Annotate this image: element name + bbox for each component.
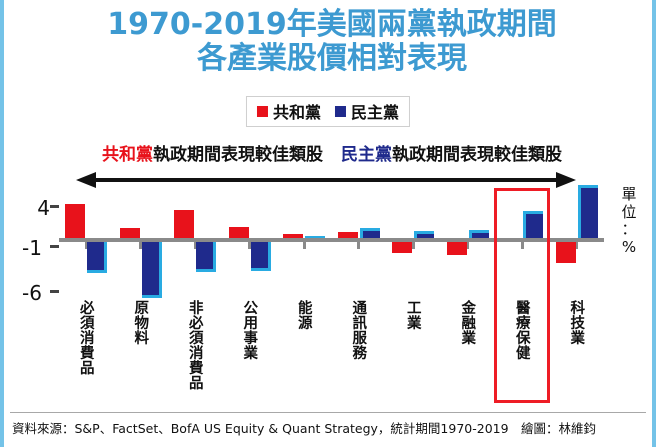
legend-label-republican: 共和黨 xyxy=(272,103,321,122)
page-title: 1970-2019年美國兩黨執政期間 各產業股價相對表現 xyxy=(4,8,656,75)
bar-democrat-3 xyxy=(250,242,271,271)
caption-left-rest: 執政期間表現較佳類股 xyxy=(153,145,323,165)
bar-republican-5 xyxy=(337,232,358,238)
category-axis-labels: 必須消費品 原物料 非必須消費品 公用事業 能源 通訊服務 工業 金融業 醫療保健 科技業 xyxy=(59,300,604,408)
bar-democrat-8 xyxy=(523,210,544,238)
bar-democrat-4 xyxy=(305,235,326,238)
bar-republican-4 xyxy=(283,233,304,238)
category-tick xyxy=(302,242,306,249)
category-tick xyxy=(357,242,361,249)
category-tick xyxy=(193,242,197,249)
zero-axis-line xyxy=(59,238,604,242)
unit-char-3: ： xyxy=(621,220,637,239)
title-line-2: 各產業股價相對表現 xyxy=(197,40,467,76)
category-tick xyxy=(139,242,143,249)
category-label-7: 金融業 xyxy=(459,300,476,345)
direction-arrow xyxy=(76,172,576,188)
y-tick-mark-neg6 xyxy=(50,290,59,293)
legend-item-republican: 共和黨 xyxy=(256,99,321,123)
caption-right-party: 民主黨 xyxy=(341,145,392,165)
category-label-4: 能源 xyxy=(295,300,312,330)
bar-democrat-7 xyxy=(468,229,489,238)
source-footer: 資料來源：S&P、FactSet、BofA US Equity & Quant … xyxy=(12,421,597,436)
bar-republican-9 xyxy=(555,242,576,264)
category-tick xyxy=(248,242,252,249)
legend-item-democrat: 民主黨 xyxy=(335,99,399,123)
caption-right-rest: 執政期間表現較佳類股 xyxy=(392,145,562,165)
category-tick xyxy=(575,242,579,249)
category-label-6: 工業 xyxy=(404,300,421,330)
y-tick-mark-4 xyxy=(50,205,59,208)
caption-row: 共和黨執政期間表現較佳類股 民主黨執政期間表現較佳類股 xyxy=(4,140,656,165)
unit-label: 單 位 ： % xyxy=(616,185,642,257)
title-line-1: 1970-2019年美國兩黨執政期間 xyxy=(107,7,557,42)
blue-square-icon xyxy=(335,105,346,117)
category-label-2: 非必須消費品 xyxy=(186,300,203,390)
bar-republican-1 xyxy=(119,228,140,238)
bar-democrat-1 xyxy=(141,242,162,298)
caption-right: 民主黨執政期間表現較佳類股 xyxy=(341,140,562,165)
y-tick-mark-neg1 xyxy=(50,245,59,248)
category-label-3: 公用事業 xyxy=(241,300,258,360)
legend-label-democrat: 民主黨 xyxy=(351,103,400,122)
category-label-9: 科技業 xyxy=(568,300,585,345)
bar-democrat-9 xyxy=(577,184,598,238)
y-tick-label-neg1: -1 xyxy=(22,236,42,260)
bar-republican-7 xyxy=(446,242,467,256)
bar-republican-6 xyxy=(392,242,413,253)
red-square-icon xyxy=(256,105,268,117)
category-label-8: 醫療保健 xyxy=(513,300,530,360)
category-tick xyxy=(466,242,470,249)
category-tick xyxy=(411,242,415,249)
bar-democrat-2 xyxy=(196,242,217,272)
healthcare-highlight-box xyxy=(494,188,551,403)
category-label-0: 必須消費品 xyxy=(77,300,94,375)
chart-legend: 共和黨 民主黨 xyxy=(245,96,411,127)
caption-left: 共和黨執政期間表現較佳類股 xyxy=(102,140,323,165)
bar-republican-0 xyxy=(65,203,86,238)
y-tick-label-4: 4 xyxy=(37,196,50,220)
category-tick xyxy=(84,242,88,249)
category-tick xyxy=(520,242,524,249)
category-label-5: 通訊服務 xyxy=(350,300,367,360)
bar-republican-2 xyxy=(174,210,195,238)
category-label-1: 原物料 xyxy=(132,300,149,345)
bar-republican-3 xyxy=(228,226,249,238)
bar-democrat-6 xyxy=(414,230,435,238)
footer-divider xyxy=(10,412,646,413)
bar-democrat-5 xyxy=(359,228,380,238)
bar-democrat-0 xyxy=(87,242,108,274)
y-tick-label-neg6: -6 xyxy=(22,281,42,305)
unit-char-4: % xyxy=(621,238,637,257)
caption-left-party: 共和黨 xyxy=(102,145,153,165)
unit-char-1: 單 xyxy=(621,185,637,203)
bar-chart-plot xyxy=(59,184,604,306)
unit-char-2: 位 xyxy=(621,202,637,221)
